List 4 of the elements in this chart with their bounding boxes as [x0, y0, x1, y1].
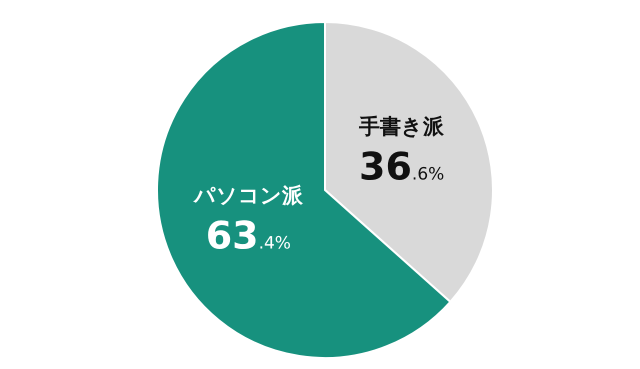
data-label: 36.6%: [359, 144, 444, 189]
slice-label: 手書き派: [358, 114, 446, 139]
slice-label: パソコン派: [192, 183, 304, 208]
data-label: 63.4%: [206, 213, 291, 258]
